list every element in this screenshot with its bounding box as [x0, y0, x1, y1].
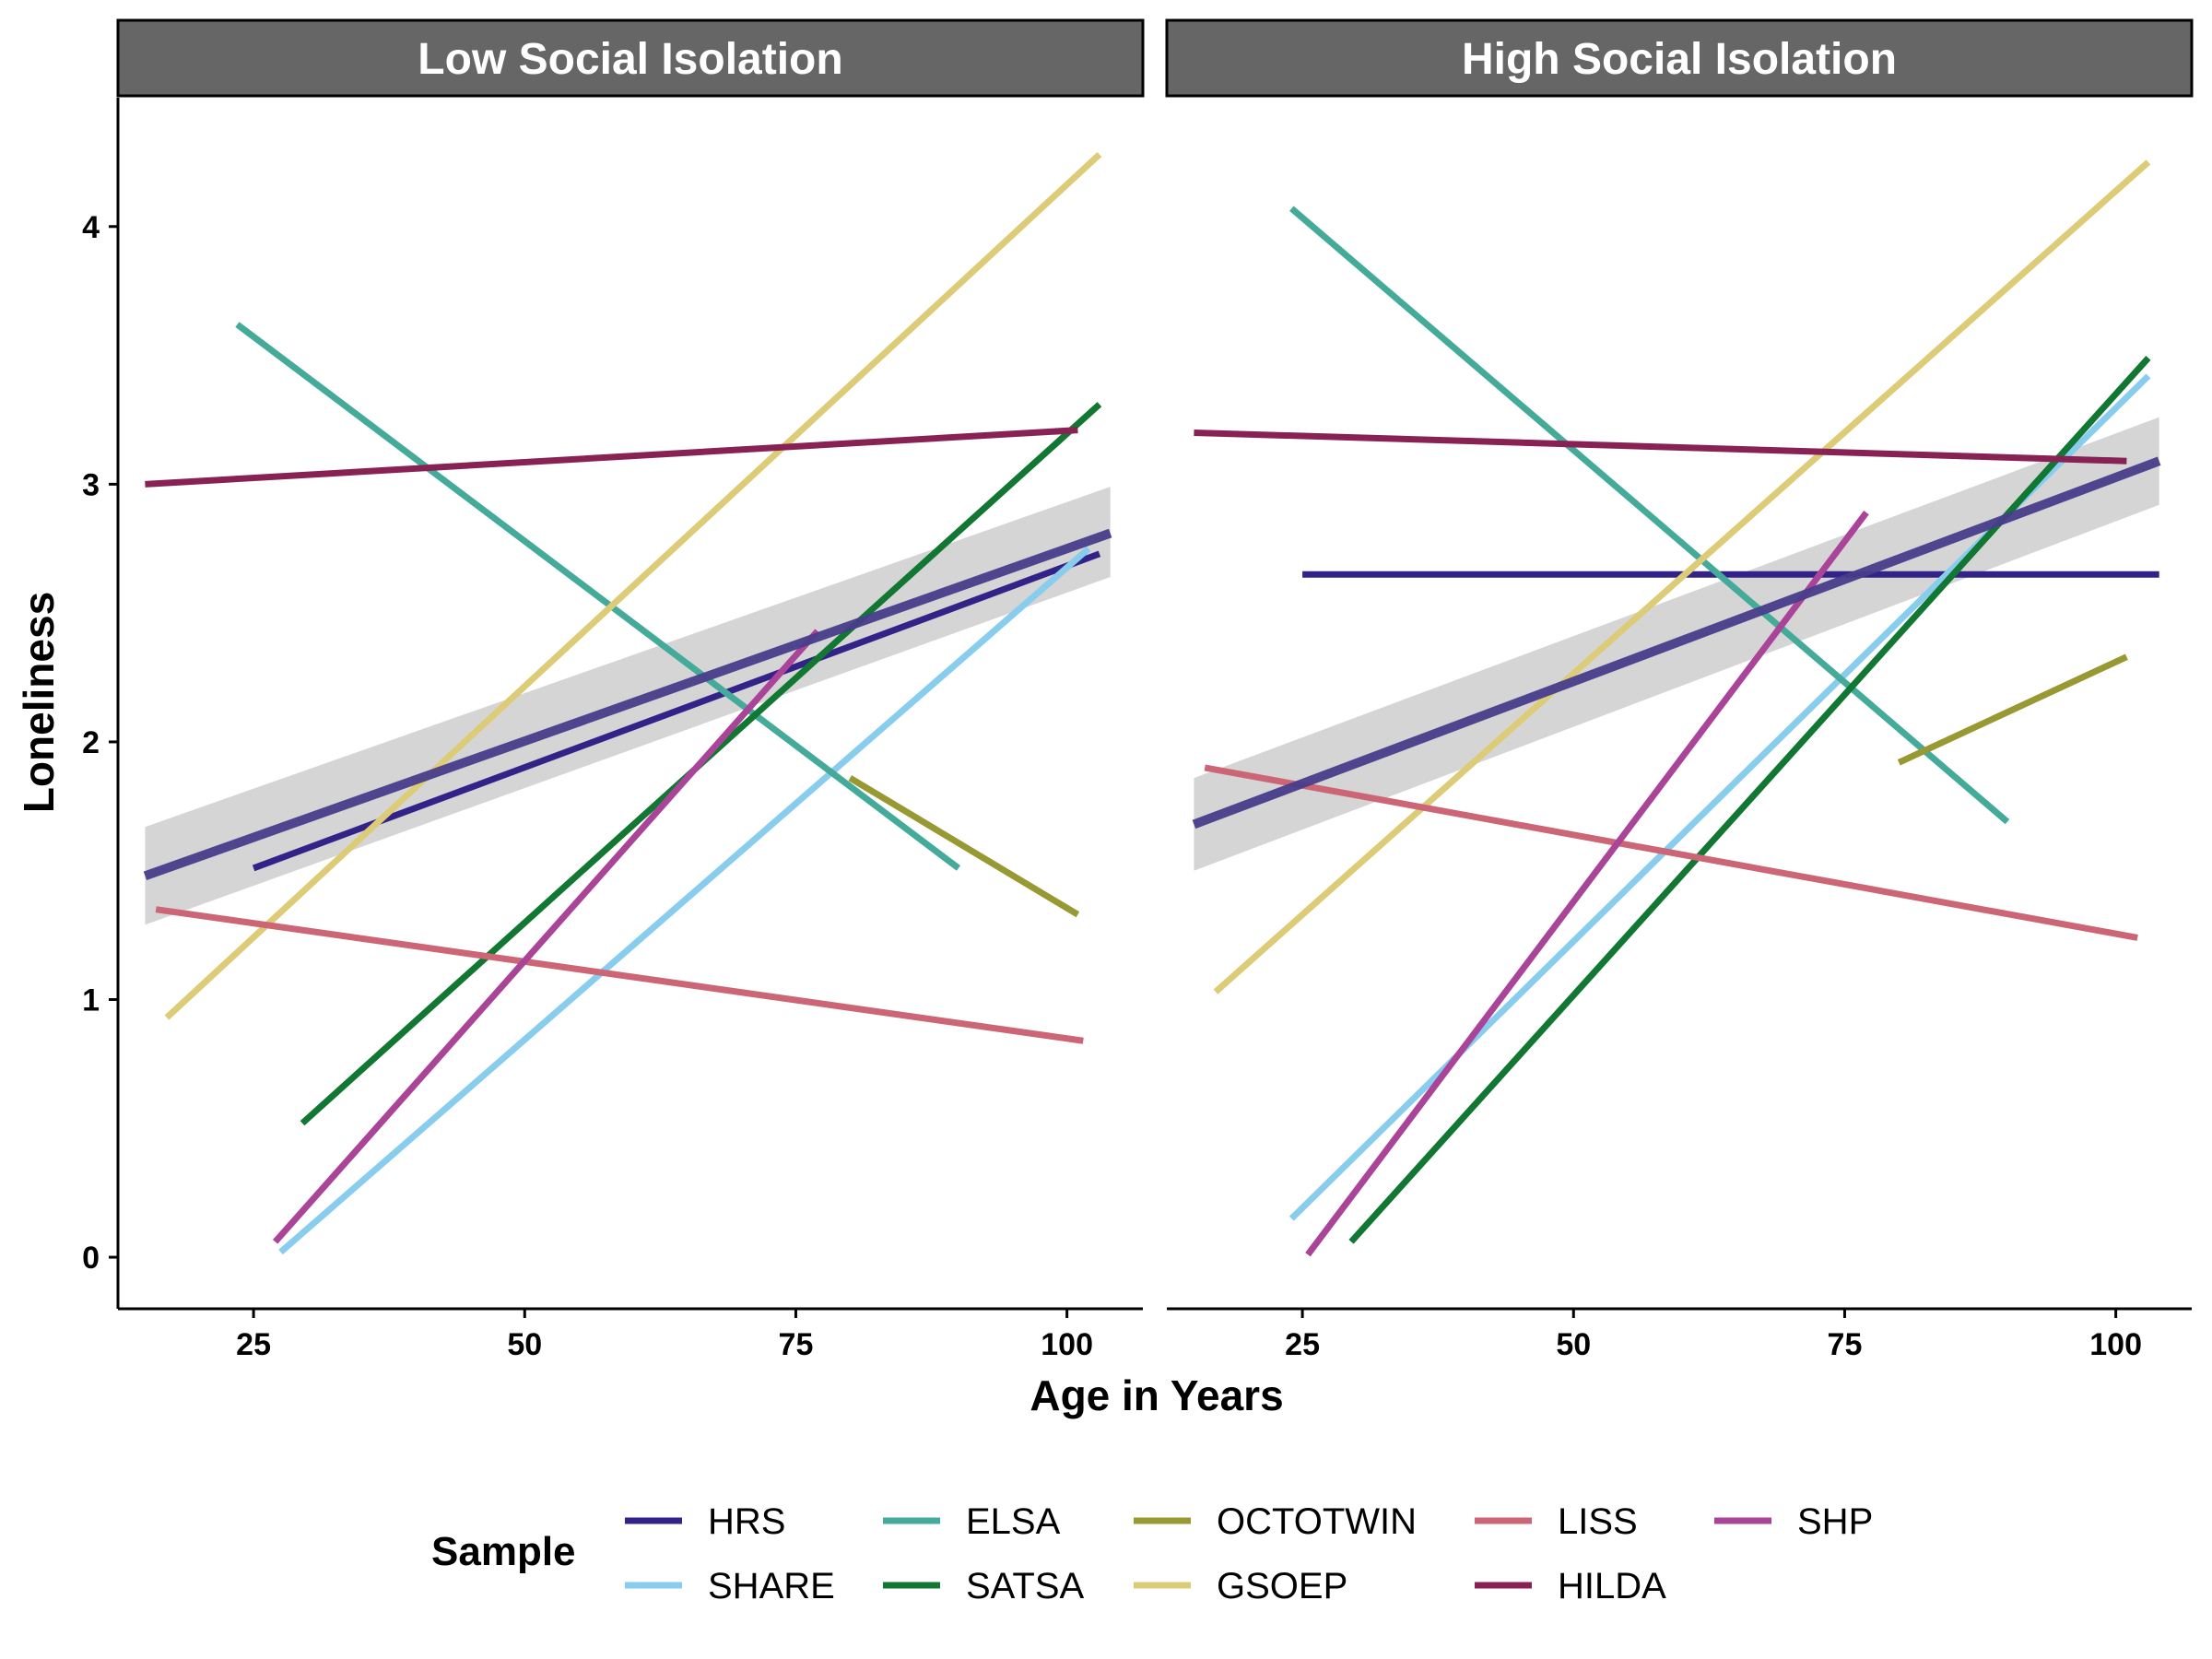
x-tick-label: 50: [507, 1327, 542, 1362]
y-tick-label: 3: [82, 467, 100, 502]
series-line-shp: [1305, 511, 1869, 1257]
x-tick-label: 100: [1041, 1327, 1093, 1362]
series-line-hilda: [145, 427, 1078, 488]
panel-low-social-isolation: Low Social Isolation 0 1 2 3 4 25 50 75 100: [82, 18, 1145, 1362]
legend-label-liss: LISS: [1558, 1501, 1638, 1542]
series-line-share: [278, 546, 1091, 1255]
series-line-shp: [273, 629, 820, 1244]
legend: Sample HRS SHARE ELSA SATSA OCTOTWIN GSOEP LIS…: [431, 1501, 1873, 1606]
y-tick-label: 4: [82, 210, 100, 245]
series-line-hrs: [252, 550, 1101, 872]
series-line-liss: [155, 906, 1084, 1044]
y-axis-title: Loneliness: [15, 592, 63, 813]
legend-label-octotwin: OCTOTWIN: [1217, 1501, 1417, 1542]
facet-strip: [1165, 18, 2194, 98]
legend-item-gsoep: GSOEP: [1134, 1566, 1347, 1606]
legend-label-hrs: HRS: [708, 1501, 785, 1542]
legend-item-share: SHARE: [625, 1566, 835, 1606]
facet-strip-label: High Social Isolation: [1462, 35, 1897, 84]
legend-label-satsa: SATSA: [966, 1566, 1085, 1606]
series-line-gsoep: [164, 151, 1102, 1020]
x-axis-title: Age in Years: [1030, 1371, 1283, 1419]
x-tick-label: 25: [1285, 1327, 1320, 1362]
x-tick-label: 25: [236, 1327, 271, 1362]
series-line-elsa: [1289, 206, 2010, 825]
x-tick-label: 75: [1828, 1327, 1863, 1362]
y-tick-label: 2: [82, 725, 100, 760]
panel-high-social-isolation: High Social Isolation 25 50 75 100: [1165, 18, 2194, 1362]
legend-item-octotwin: OCTOTWIN: [1134, 1501, 1417, 1542]
series-line-octotwin: [1897, 653, 2128, 766]
y-tick-label: 0: [82, 1241, 100, 1276]
facet-strip-label: Low Social Isolation: [418, 35, 842, 84]
legend-label-share: SHARE: [708, 1566, 835, 1606]
x-tick-label: 50: [1556, 1327, 1591, 1362]
series-line-gsoep: [1213, 159, 2151, 994]
legend-item-liss: LISS: [1475, 1501, 1638, 1542]
legend-label-shp: SHP: [1797, 1501, 1873, 1542]
facet-strip: [116, 18, 1145, 98]
series-line-liss: [1204, 764, 2138, 941]
legend-item-satsa: SATSA: [883, 1566, 1085, 1606]
legend-item-hrs: HRS: [625, 1501, 785, 1542]
legend-item-hilda: HILDA: [1475, 1566, 1666, 1606]
series-line-hilda: [1194, 429, 2127, 465]
x-tick-label: 75: [779, 1327, 814, 1362]
overall-fit-line: [1192, 456, 2161, 830]
x-tick-label: 100: [2089, 1327, 2142, 1362]
legend-item-elsa: ELSA: [883, 1501, 1061, 1542]
legend-label-hilda: HILDA: [1558, 1566, 1666, 1606]
legend-item-shp: SHP: [1714, 1501, 1873, 1542]
overall-fit-line: [143, 528, 1112, 881]
series-line-elsa: [235, 322, 961, 871]
y-tick-label: 1: [82, 983, 100, 1018]
series-line-satsa: [1348, 356, 2151, 1244]
series-line-octotwin: [848, 775, 1080, 918]
legend-label-gsoep: GSOEP: [1217, 1566, 1347, 1606]
legend-label-elsa: ELSA: [966, 1501, 1061, 1542]
legend-title: Sample: [431, 1529, 576, 1574]
